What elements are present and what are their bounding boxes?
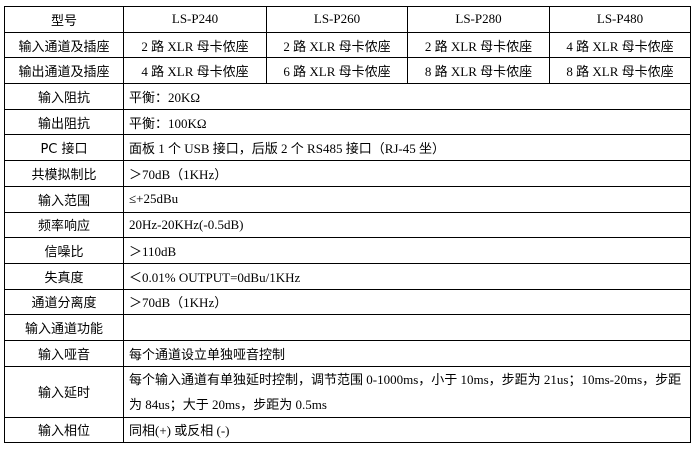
cell: 2 路 XLR 母卡侬座 — [407, 31, 550, 59]
row-label: PC 接口 — [4, 134, 124, 162]
row-value: 每个通道设立单独哑音控制 — [123, 339, 691, 367]
table-row: PC 接口 面板 1 个 USB 接口，后版 2 个 RS485 接口（RJ-45… — [4, 134, 691, 162]
row-label: 输入通道功能 — [4, 314, 124, 341]
row-label: 输出通道及插座 — [4, 57, 124, 85]
row-value: 平衡：20KΩ — [123, 83, 691, 110]
row-value: ≤+25dBu — [123, 185, 691, 213]
cell: 6 路 XLR 母卡侬座 — [266, 57, 408, 85]
table-row: 频率响应 20Hz-20KHz(-0.5dB) — [4, 211, 691, 239]
header-row: 型号 LS-P240 LS-P260 LS-P280 LS-P480 — [4, 6, 691, 33]
row-value: 平衡：100KΩ — [123, 108, 691, 136]
cell: 8 路 XLR 母卡侬座 — [407, 57, 550, 85]
header-label: 型号 — [4, 6, 124, 33]
cell: 8 路 XLR 母卡侬座 — [549, 57, 691, 85]
spec-table: 型号 LS-P240 LS-P260 LS-P280 LS-P480 输入通道及… — [4, 6, 691, 444]
model-name: LS-P280 — [407, 6, 550, 33]
model-name: LS-P240 — [123, 6, 267, 33]
cell: 2 路 XLR 母卡侬座 — [123, 31, 267, 59]
row-value: 20Hz-20KHz(-0.5dB) — [123, 211, 691, 239]
table-row: 输出通道及插座 4 路 XLR 母卡侬座 6 路 XLR 母卡侬座 8 路 XL… — [4, 57, 691, 85]
row-label: 失真度 — [4, 262, 124, 290]
model-name: LS-P480 — [549, 6, 691, 33]
row-label: 输入通道及插座 — [4, 31, 124, 59]
row-label: 共模拟制比 — [4, 160, 124, 187]
row-value: ＞110dB — [123, 237, 691, 264]
row-value: ＜0.01% OUTPUT=0dBu/1KHz — [123, 262, 691, 290]
table-row: 输入通道及插座 2 路 XLR 母卡侬座 2 路 XLR 母卡侬座 2 路 XL… — [4, 31, 691, 59]
row-value — [123, 314, 691, 341]
row-value: ＞70dB（1KHz） — [123, 160, 691, 187]
row-label: 频率响应 — [4, 211, 124, 239]
table-row: 输出阻抗 平衡：100KΩ — [4, 108, 691, 136]
row-label: 输入延时 — [4, 365, 124, 418]
table-row: 通道分离度 ＞70dB（1KHz） — [4, 288, 691, 316]
row-label: 输入阻抗 — [4, 83, 124, 110]
row-label: 输出阻抗 — [4, 108, 124, 136]
row-label: 输入哑音 — [4, 339, 124, 367]
table-row: 输入通道功能 — [4, 314, 691, 341]
row-label: 信噪比 — [4, 237, 124, 264]
row-value: 同相(+) 或反相 (-) — [123, 416, 691, 444]
cell: 2 路 XLR 母卡侬座 — [266, 31, 408, 59]
model-name: LS-P260 — [266, 6, 408, 33]
table-row: 信噪比 ＞110dB — [4, 237, 691, 264]
row-value: 面板 1 个 USB 接口，后版 2 个 RS485 接口（RJ-45 坐） — [123, 134, 691, 162]
table-row: 失真度 ＜0.01% OUTPUT=0dBu/1KHz — [4, 262, 691, 290]
table-row: 输入哑音 每个通道设立单独哑音控制 — [4, 339, 691, 367]
row-value: ＞70dB（1KHz） — [123, 288, 691, 316]
table-row: 输入相位 同相(+) 或反相 (-) — [4, 416, 691, 444]
row-label: 通道分离度 — [4, 288, 124, 316]
table-row: 输入延时 每个输入通道有单独延时控制，调节范围 0-1000ms，小于 10ms，… — [4, 365, 691, 418]
table-row: 共模拟制比 ＞70dB（1KHz） — [4, 160, 691, 187]
row-label: 输入范围 — [4, 185, 124, 213]
row-label: 输入相位 — [4, 416, 124, 444]
cell: 4 路 XLR 母卡侬座 — [123, 57, 267, 85]
table-row: 输入范围 ≤+25dBu — [4, 185, 691, 213]
table-row: 输入阻抗 平衡：20KΩ — [4, 83, 691, 110]
row-value: 每个输入通道有单独延时控制，调节范围 0-1000ms，小于 10ms，步距为 … — [123, 365, 691, 418]
cell: 4 路 XLR 母卡侬座 — [549, 31, 691, 59]
